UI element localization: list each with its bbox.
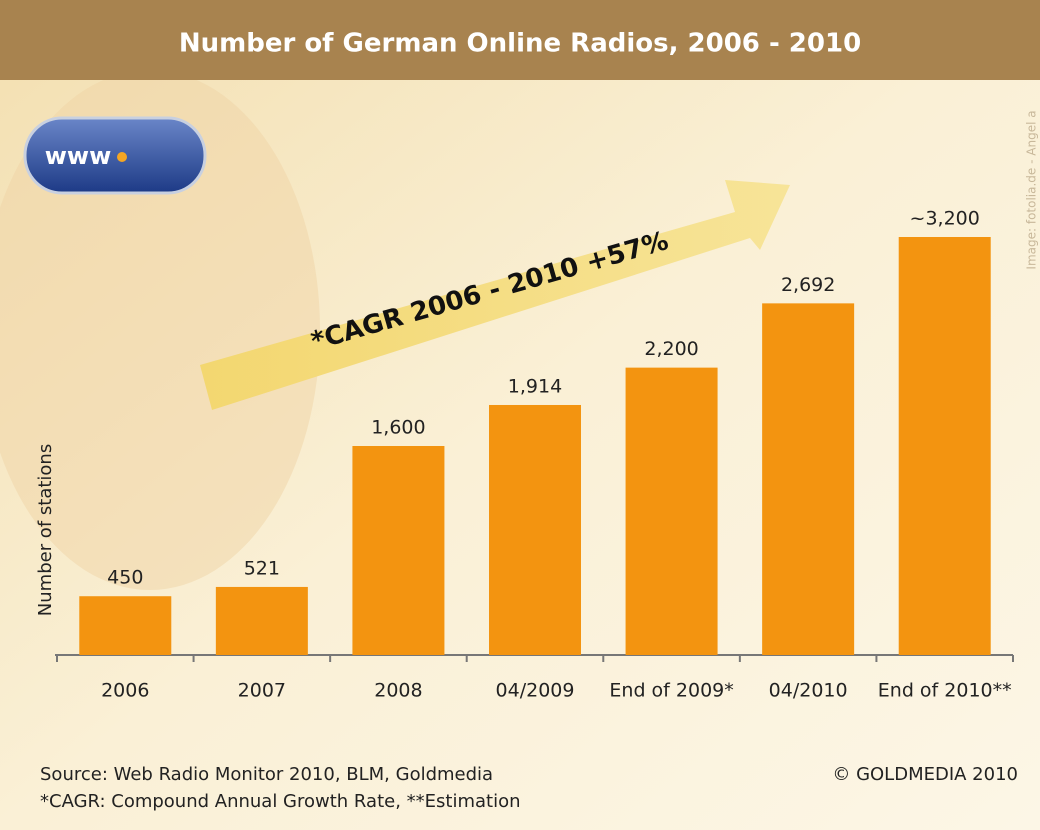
value-label: ~3,200: [910, 208, 980, 230]
image-credit: Image: fotolia.de - Angel a: [1025, 110, 1039, 269]
x-tick-label: 2008: [374, 680, 422, 702]
chart: Number of German Online Radios, 2006 - 2…: [0, 0, 1040, 830]
source: Source: Web Radio Monitor 2010, BLM, Gol…: [40, 764, 493, 785]
x-tick-label: End of 2010**: [878, 680, 1012, 702]
bar: [626, 368, 718, 655]
x-tick-label: 2006: [101, 680, 149, 702]
chart-title: Number of German Online Radios, 2006 - 2…: [179, 29, 861, 59]
bar: [216, 587, 308, 655]
bar: [79, 596, 171, 655]
value-label: 450: [107, 567, 143, 589]
logo-text: www: [45, 142, 112, 170]
value-label: 2,200: [644, 338, 698, 360]
logo-dot: [117, 152, 127, 162]
footnote: *CAGR: Compound Annual Growth Rate, **Es…: [40, 791, 521, 812]
y-axis-label: Number of stations: [35, 444, 56, 616]
x-tick-label: 04/2010: [769, 680, 848, 702]
bar: [352, 446, 444, 655]
bar: [489, 405, 581, 655]
page: Number of German Online Radios, 2006 - 2…: [0, 0, 1040, 830]
bar: [899, 237, 991, 655]
x-tick-label: 04/2009: [496, 680, 575, 702]
value-label: 1,914: [508, 375, 562, 397]
copyright: © GOLDMEDIA 2010: [832, 764, 1018, 785]
value-label: 521: [244, 557, 280, 579]
value-label: 1,600: [371, 417, 425, 439]
value-label: 2,692: [781, 274, 835, 296]
x-tick-label: 2007: [238, 680, 286, 702]
bar: [762, 303, 854, 655]
x-tick-label: End of 2009*: [609, 680, 733, 702]
